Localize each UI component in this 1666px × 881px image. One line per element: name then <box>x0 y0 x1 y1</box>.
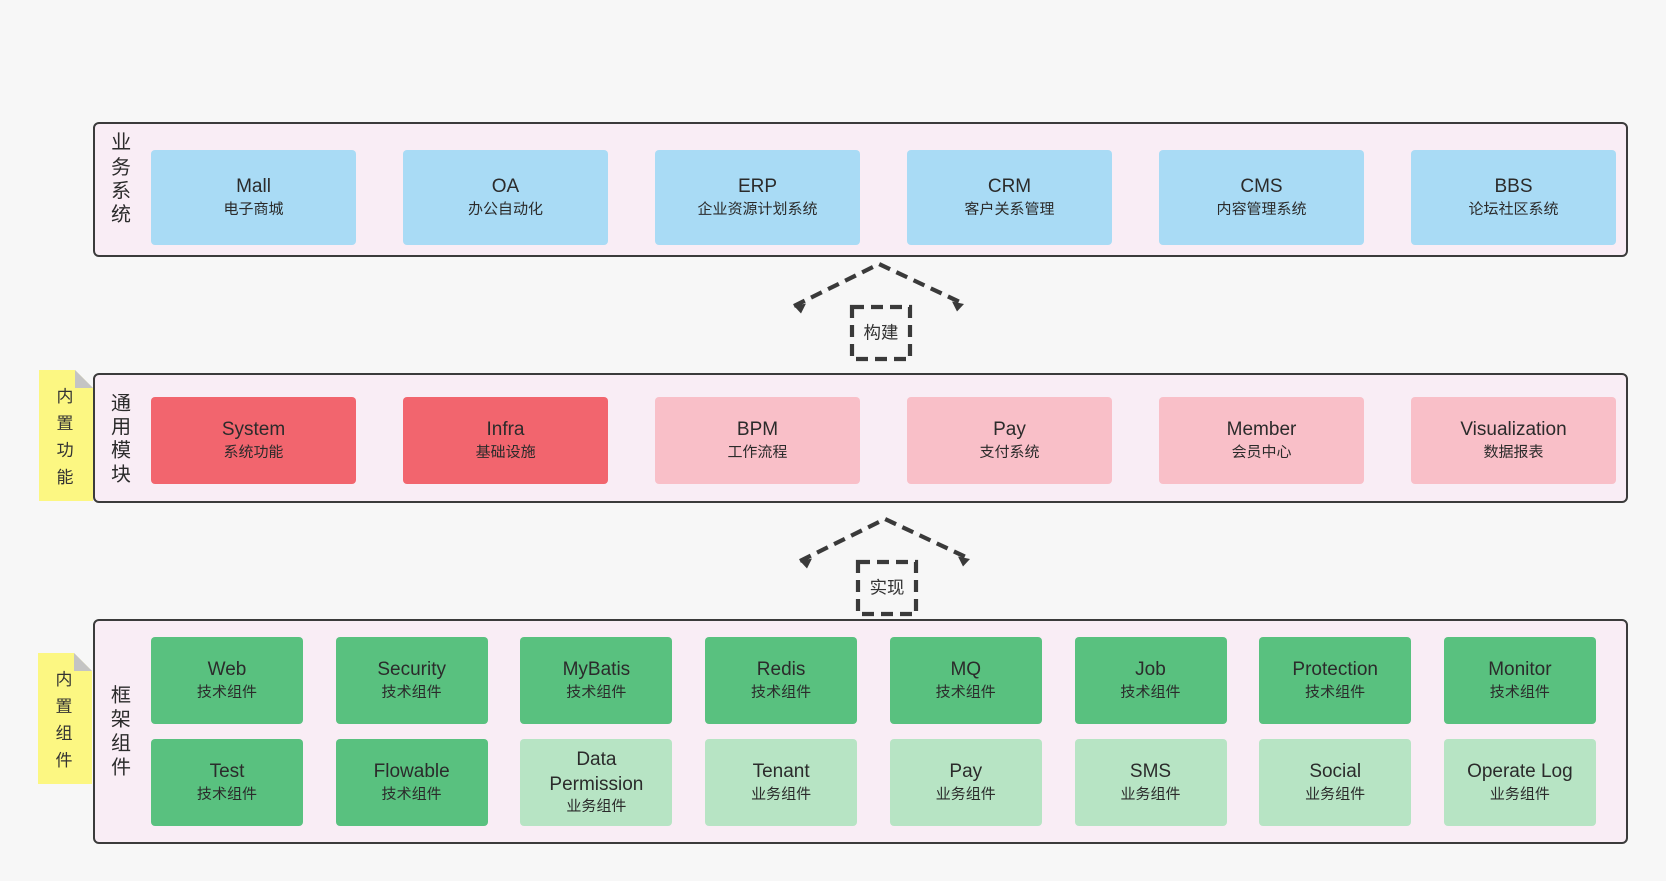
svg-text:置: 置 <box>56 697 73 716</box>
svg-text:置: 置 <box>57 414 74 433</box>
svg-text:组: 组 <box>56 724 73 743</box>
svg-text:件: 件 <box>56 751 73 770</box>
svg-text:功: 功 <box>57 441 74 460</box>
svg-text:构建: 构建 <box>864 323 899 343</box>
svg-text:实现: 实现 <box>870 578 905 598</box>
svg-text:内: 内 <box>57 387 74 406</box>
svg-text:内: 内 <box>56 670 73 689</box>
svg-text:能: 能 <box>57 468 74 487</box>
